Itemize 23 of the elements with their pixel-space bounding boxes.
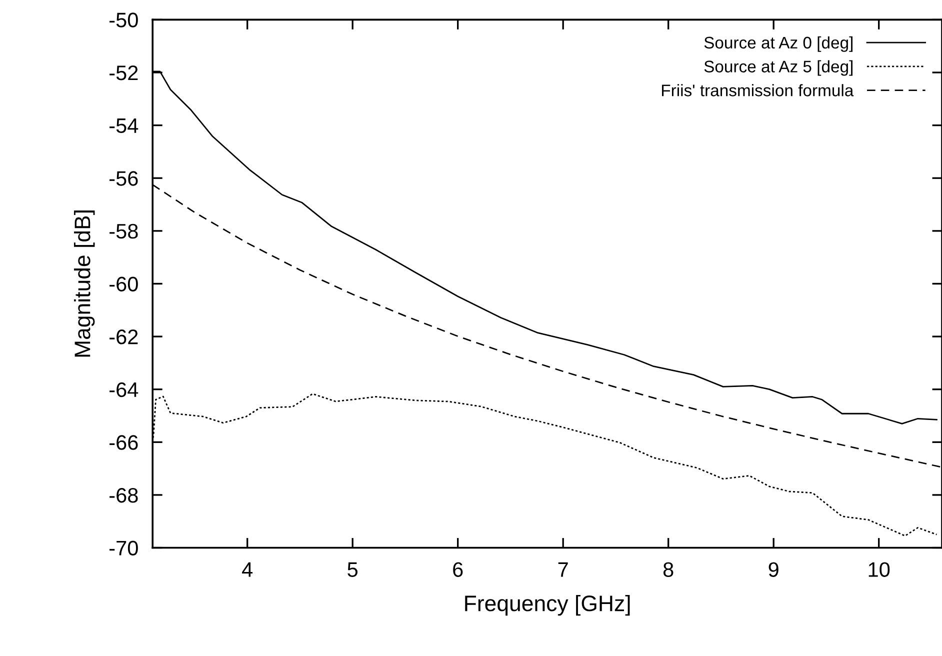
y-tick-label: -68 bbox=[110, 488, 138, 503]
x-axis-title: Frequency [GHz] bbox=[465, 594, 630, 616]
legend-label: Source at Az 0 [deg] bbox=[704, 36, 852, 52]
y-tick-label: -54 bbox=[110, 118, 138, 134]
x-tick-label: 10 bbox=[868, 562, 890, 577]
y-tick-label: -58 bbox=[110, 224, 138, 239]
x-tick-label: 9 bbox=[768, 562, 778, 577]
x-tick-label: 5 bbox=[348, 562, 358, 577]
y-tick-label: -62 bbox=[110, 330, 138, 344]
y-tick-label: -52 bbox=[110, 65, 138, 80]
x-tick-label: 7 bbox=[558, 562, 568, 577]
y-tick-label: -60 bbox=[110, 276, 138, 292]
y-tick-label: -50 bbox=[110, 12, 138, 28]
y-axis-title: Magnitude [dB] bbox=[74, 210, 95, 357]
x-tick-label: 6 bbox=[453, 562, 463, 577]
y-tick-label: -66 bbox=[110, 435, 138, 450]
y-tick-label: -64 bbox=[110, 382, 138, 398]
legend-label: Friis' transmission formula bbox=[662, 84, 854, 96]
legend-label: Source at Az 5 [deg] bbox=[704, 60, 852, 76]
x-tick-label: 4 bbox=[242, 562, 253, 577]
x-tick-label: 8 bbox=[663, 562, 674, 577]
y-tick-label: -56 bbox=[110, 171, 138, 186]
y-tick-label: -70 bbox=[110, 540, 138, 556]
